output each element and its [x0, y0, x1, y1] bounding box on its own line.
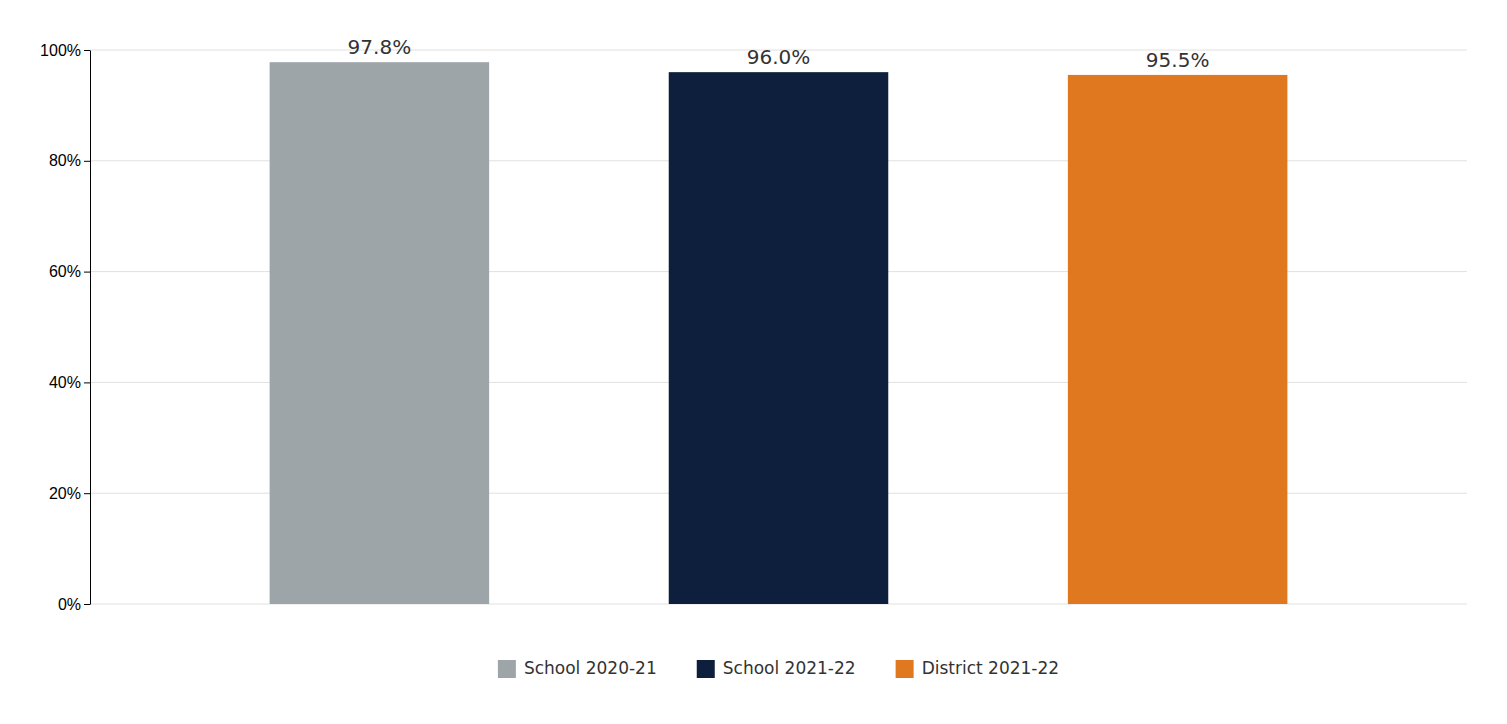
- data-label: 95.5%: [1146, 48, 1210, 72]
- y-axis: 0% 20% 40% 60% 80% 100%: [40, 42, 90, 613]
- tick-mark: [84, 50, 90, 51]
- chart: 0% 20% 40% 60% 80% 100% 97.8% 96.0% 95.5% School …: [0, 0, 1507, 724]
- data-labels: 97.8% 96.0% 95.5%: [348, 35, 1210, 72]
- grid: [90, 50, 1467, 604]
- tick-label: 100%: [40, 42, 81, 59]
- legend-swatch: [697, 660, 715, 678]
- data-label: 97.8%: [348, 35, 412, 59]
- y-tick: 40%: [49, 374, 90, 391]
- legend-swatch: [498, 660, 516, 678]
- tick-mark: [84, 382, 90, 383]
- tick-mark: [84, 161, 90, 162]
- legend-label: School 2020-21: [524, 658, 657, 678]
- y-tick: 20%: [49, 485, 90, 502]
- tick-label: 80%: [49, 152, 81, 169]
- bars: [270, 62, 1288, 604]
- legend-item: School 2020-21: [498, 658, 657, 678]
- legend-swatch: [896, 660, 914, 678]
- legend-label: District 2021-22: [922, 658, 1060, 678]
- y-tick: 100%: [40, 42, 90, 59]
- legend-item: District 2021-22: [896, 658, 1060, 678]
- bar: [1068, 75, 1288, 604]
- axis-domain: [90, 51, 91, 605]
- tick-label: 60%: [49, 263, 81, 280]
- tick-mark: [84, 604, 90, 605]
- tick-mark: [84, 272, 90, 273]
- legend-item: School 2021-22: [697, 658, 856, 678]
- tick-mark: [84, 493, 90, 494]
- data-label: 96.0%: [747, 45, 811, 69]
- plot: 0% 20% 40% 60% 80% 100% 97.8% 96.0% 95.5%: [40, 35, 1467, 612]
- tick-label: 20%: [49, 485, 81, 502]
- bar: [669, 72, 889, 604]
- tick-label: 0%: [58, 596, 81, 613]
- y-tick: 0%: [58, 596, 90, 613]
- y-tick: 60%: [49, 263, 90, 280]
- legend: School 2020-21 School 2021-22 District 202…: [498, 658, 1059, 678]
- tick-label: 40%: [49, 374, 81, 391]
- bar: [270, 62, 490, 604]
- y-tick: 80%: [49, 152, 90, 169]
- legend-label: School 2021-22: [723, 658, 856, 678]
